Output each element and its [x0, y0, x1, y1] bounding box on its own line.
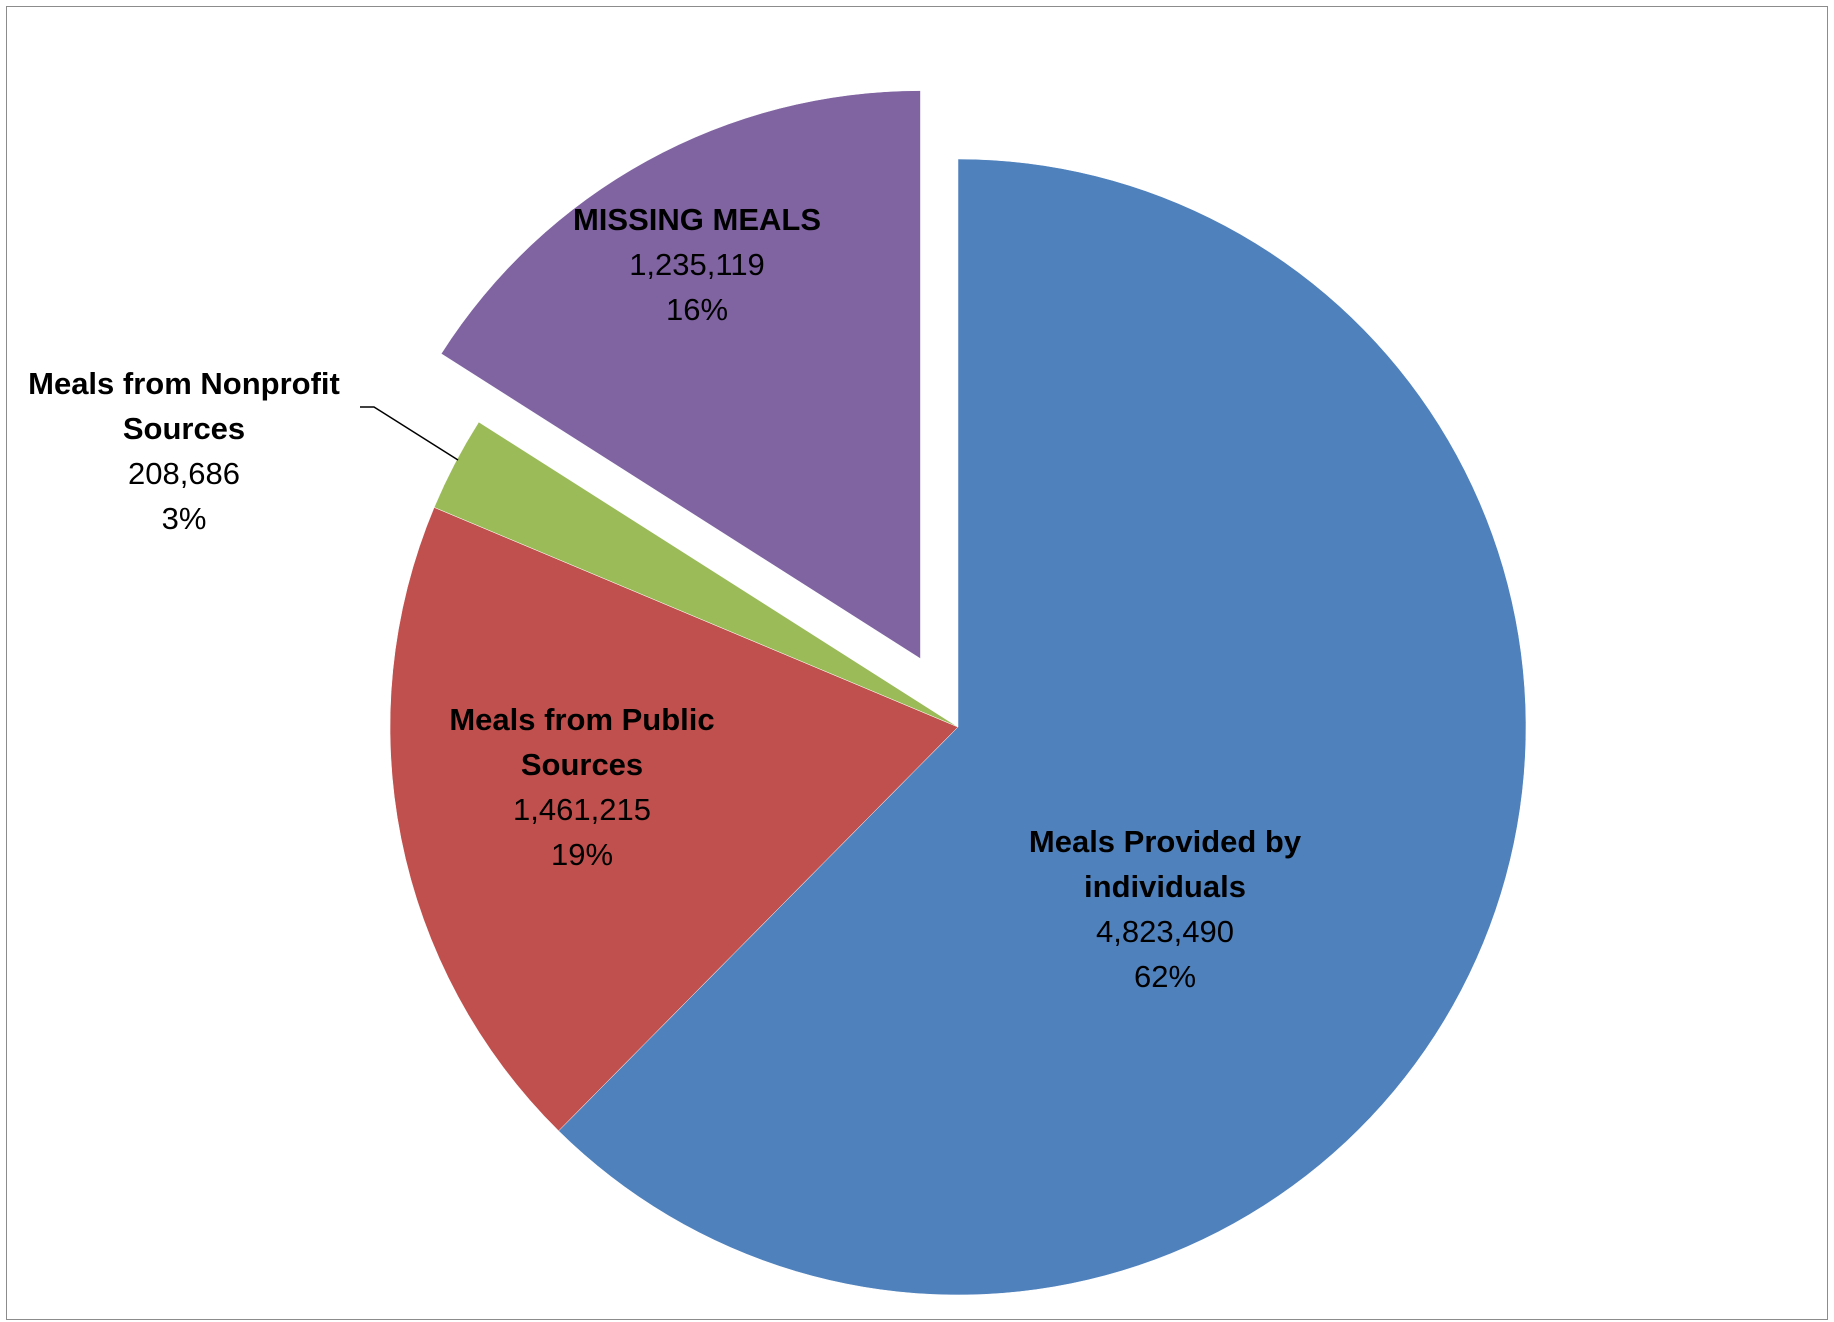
slice-label-name: Sources — [123, 411, 245, 446]
slice-value-label: 4,823,490 — [1096, 914, 1234, 949]
pie-slice — [433, 421, 959, 728]
slice-label-name: Meals Provided by — [1029, 824, 1302, 859]
slice-value-label: 1,235,119 — [629, 247, 765, 282]
pie-slice — [558, 158, 1527, 1296]
slice-percent-label: 19% — [551, 837, 613, 872]
pie-slice — [440, 90, 921, 660]
data-labels: Meals Provided by individuals 4,823,490 62%… — [28, 202, 1302, 994]
slice-percent-label: 16% — [666, 292, 728, 327]
slice-label-name: Meals from Nonprofit — [28, 366, 340, 401]
slice-data-label: Meals Provided by individuals 4,823,490 62% — [1029, 824, 1302, 994]
slice-label-name: MISSING MEALS — [573, 202, 821, 237]
slice-data-label: Meals from Public Sources 1,461,215 19% — [449, 702, 714, 872]
slice-label-name: individuals — [1084, 869, 1246, 904]
slice-value-label: 1,461,215 — [513, 792, 651, 827]
pie-slice — [389, 507, 959, 1132]
leader-line — [360, 406, 459, 461]
slice-percent-label: 3% — [162, 501, 207, 536]
slice-percent-label: 62% — [1134, 959, 1196, 994]
slice-data-label: MISSING MEALS 1,235,119 16% — [573, 202, 821, 327]
slice-label-name: Sources — [521, 747, 643, 782]
slice-label-name: Meals from Public — [449, 702, 714, 737]
slice-data-label: Meals from Nonprofit Sources 208,686 3% — [28, 366, 340, 536]
leader-lines — [360, 406, 459, 461]
pie-slices — [389, 90, 1527, 1296]
slice-value-label: 208,686 — [128, 456, 240, 491]
